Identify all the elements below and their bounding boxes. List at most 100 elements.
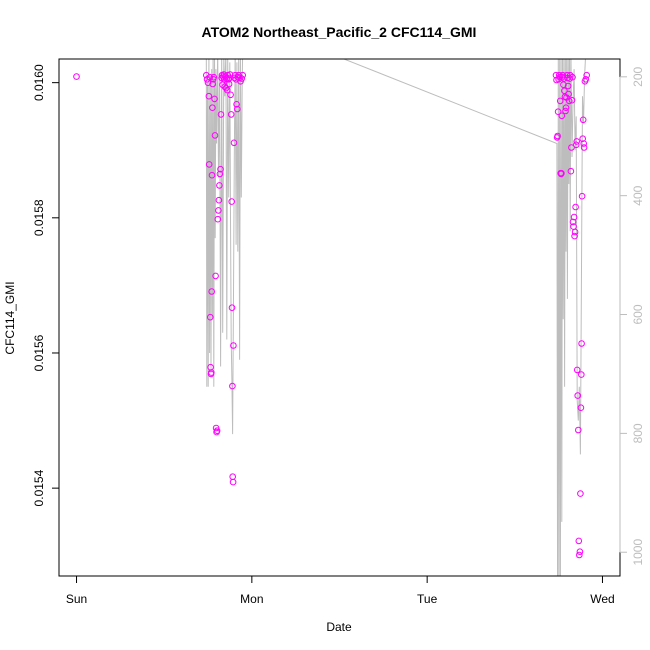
y2-tick-label: 200 xyxy=(631,66,645,86)
data-point xyxy=(209,104,216,111)
data-point xyxy=(576,548,584,556)
data-point xyxy=(554,132,561,140)
data-point xyxy=(579,116,587,124)
data-point xyxy=(554,108,562,115)
data-point xyxy=(578,340,585,347)
data-point xyxy=(215,207,222,214)
data-point xyxy=(230,139,238,147)
data-point xyxy=(572,141,580,149)
data-point xyxy=(565,97,573,105)
data-point xyxy=(217,165,224,173)
data-point xyxy=(215,196,223,204)
data-point xyxy=(558,112,566,120)
data-point xyxy=(217,111,225,118)
y-axis-label: CFC114_GMI xyxy=(3,281,17,354)
data-point xyxy=(208,288,215,295)
data-point xyxy=(567,167,575,175)
data-point xyxy=(226,74,233,82)
data-point xyxy=(208,171,216,179)
data-point xyxy=(572,203,579,211)
data-point xyxy=(583,71,591,79)
y2-tick-label: 400 xyxy=(631,185,645,205)
data-point xyxy=(569,218,577,226)
data-point xyxy=(562,104,570,111)
data-point xyxy=(233,101,240,108)
x-tick-label: Wed xyxy=(590,592,614,606)
data-point xyxy=(229,382,236,390)
data-point xyxy=(574,392,582,399)
data-point xyxy=(570,213,578,221)
data-point xyxy=(575,537,583,545)
x-axis: Sun Mon Tue Wed xyxy=(66,575,615,606)
y2-tick-label: 1000 xyxy=(631,539,645,566)
data-point xyxy=(238,75,245,82)
y2-tick-label: 800 xyxy=(631,423,645,443)
data-point xyxy=(578,192,586,200)
data-point xyxy=(225,80,233,88)
y-tick-label: 0.0158 xyxy=(32,199,46,236)
data-point xyxy=(556,97,564,105)
y2-tick-label: 600 xyxy=(631,304,645,324)
data-point xyxy=(208,369,215,376)
data-point xyxy=(229,473,236,481)
data-point xyxy=(562,107,569,115)
chart-title: ATOM2 Northeast_Pacific_2 CFC114_GMI xyxy=(202,24,477,40)
data-point xyxy=(224,86,231,94)
data-point xyxy=(227,91,234,99)
data-point xyxy=(568,144,575,151)
data-point xyxy=(580,144,588,151)
series-points-layer xyxy=(73,71,591,559)
data-point xyxy=(227,111,235,118)
y-tick-label: 0.0154 xyxy=(32,469,46,506)
data-point xyxy=(207,313,214,321)
data-point xyxy=(576,551,583,559)
data-point xyxy=(565,90,572,98)
y2-axis: 200 400 600 800 1000 xyxy=(619,66,645,566)
data-point xyxy=(216,182,223,189)
data-point xyxy=(205,92,213,100)
data-point xyxy=(230,342,237,349)
data-point xyxy=(214,215,222,223)
data-point xyxy=(564,82,572,90)
plot-frame xyxy=(58,58,621,577)
data-point xyxy=(577,490,584,497)
data-point xyxy=(216,170,224,178)
data-point xyxy=(571,232,578,240)
series-line xyxy=(205,59,586,576)
series-line-layer xyxy=(205,59,586,576)
data-point xyxy=(228,198,235,205)
x-tick-label: Tue xyxy=(417,592,438,606)
data-point xyxy=(203,71,210,79)
data-point xyxy=(209,80,216,88)
data-point xyxy=(211,95,218,103)
data-point xyxy=(577,404,585,412)
data-point xyxy=(206,73,214,81)
data-point xyxy=(578,371,585,378)
data-point xyxy=(239,71,246,79)
data-point xyxy=(558,169,565,177)
data-point xyxy=(571,228,579,236)
data-point xyxy=(229,478,237,486)
data-point xyxy=(579,135,587,142)
x-axis-label: Date xyxy=(326,620,352,634)
x-tick-label: Mon xyxy=(240,592,263,606)
data-point xyxy=(582,76,590,83)
data-point xyxy=(568,96,576,104)
data-point xyxy=(559,71,567,79)
data-point xyxy=(213,427,221,435)
data-point xyxy=(234,105,241,113)
data-point xyxy=(205,161,213,168)
data-point xyxy=(210,73,218,81)
data-point xyxy=(580,140,588,147)
data-point xyxy=(211,132,219,139)
data-point xyxy=(575,426,582,434)
x-tick-label: Sun xyxy=(66,592,87,606)
data-point xyxy=(560,81,567,88)
data-point xyxy=(573,366,581,374)
data-point xyxy=(569,73,576,81)
y-axis: 0.0154 0.0156 0.0158 0.0160 xyxy=(32,64,60,506)
data-point xyxy=(228,304,236,312)
data-point xyxy=(212,272,219,280)
y-tick-label: 0.0156 xyxy=(32,334,46,371)
